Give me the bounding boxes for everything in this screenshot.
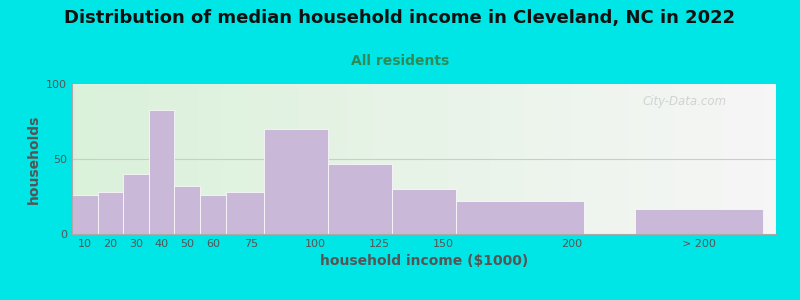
Bar: [200, 195, 226, 234]
Text: City-Data.com: City-Data.com: [642, 95, 726, 109]
Bar: [174, 186, 200, 234]
Bar: [72, 195, 98, 234]
Bar: [264, 129, 328, 234]
Bar: [392, 189, 456, 234]
Text: Distribution of median household income in Cleveland, NC in 2022: Distribution of median household income …: [65, 9, 735, 27]
Bar: [328, 164, 392, 234]
Bar: [226, 192, 264, 234]
Bar: [635, 208, 763, 234]
Text: All residents: All residents: [351, 54, 449, 68]
Bar: [98, 192, 123, 234]
Bar: [456, 201, 584, 234]
Y-axis label: households: households: [26, 114, 41, 204]
Bar: [149, 110, 174, 234]
X-axis label: household income ($1000): household income ($1000): [320, 254, 528, 268]
Bar: [123, 174, 149, 234]
